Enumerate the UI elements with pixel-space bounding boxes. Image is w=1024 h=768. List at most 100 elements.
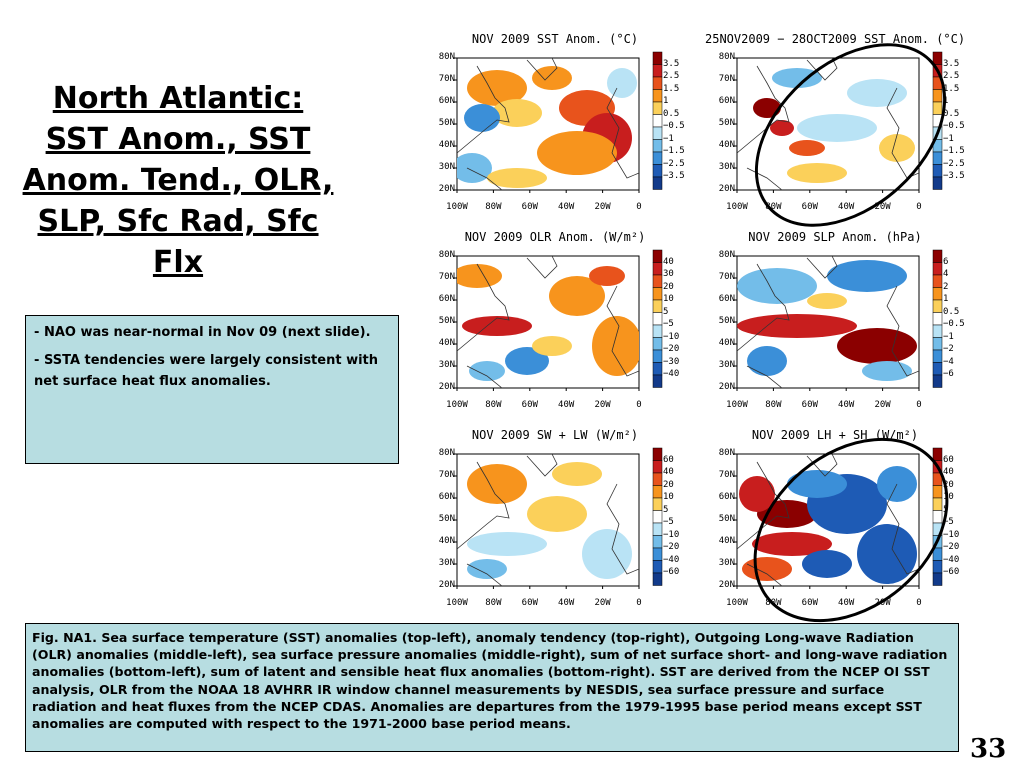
colorbar-swatch — [652, 510, 663, 524]
longitude-label: 0 — [636, 400, 642, 410]
colorbar-swatch — [652, 324, 663, 338]
map-canvas — [734, 249, 943, 391]
colorbar-label: −30 — [663, 356, 680, 367]
anomaly-region — [487, 168, 547, 188]
anomaly-region — [505, 347, 549, 375]
latitude-label: 50N — [438, 316, 455, 326]
colorbar-label: −1.5 — [663, 146, 685, 156]
longitude-label: 60W — [801, 400, 818, 410]
colorbar-swatch — [932, 447, 943, 461]
anomaly-region — [827, 260, 907, 292]
anomaly-region — [467, 70, 527, 106]
colorbar-label: −1.5 — [943, 146, 965, 156]
anomaly-region — [457, 153, 492, 183]
anomaly-region — [807, 293, 847, 309]
map-canvas — [454, 447, 663, 589]
colorbar-swatch — [652, 485, 663, 499]
latitude-label: 20N — [718, 184, 735, 194]
colorbar-swatch — [932, 274, 943, 288]
colorbar-label: −4 — [943, 356, 954, 367]
colorbar-label: −5 — [663, 319, 674, 329]
longitude-label: 100W — [726, 598, 748, 608]
latitude-label: 40N — [718, 338, 735, 348]
colorbar-label: −10 — [663, 529, 680, 540]
colorbar-label: −0.5 — [943, 319, 965, 329]
anomaly-region — [592, 316, 639, 376]
longitude-label: 100W — [446, 598, 468, 608]
colorbar-label: 40 — [943, 467, 954, 477]
colorbar-swatch — [652, 572, 663, 586]
colorbar-label: 60 — [663, 454, 674, 465]
colorbar-label: −10 — [943, 529, 960, 540]
colorbar-swatch — [652, 274, 663, 288]
anomaly-region — [469, 361, 505, 381]
colorbar-swatch — [932, 362, 943, 376]
latitude-label: 60N — [438, 96, 455, 106]
colorbar-label: −2 — [943, 344, 954, 354]
anomaly-region — [770, 120, 794, 136]
colorbar-label: 3.5 — [663, 58, 680, 69]
colorbar-label: 0.5 — [943, 108, 960, 119]
latitude-label: 40N — [438, 536, 455, 546]
anomaly-region — [582, 529, 632, 579]
bullet-ssta: - SSTA tendencies were largely consisten… — [34, 353, 379, 389]
latitude-label: 30N — [718, 558, 735, 568]
latitude-label: 80N — [718, 52, 735, 62]
map-canvas — [454, 51, 663, 193]
longitude-label: 0 — [636, 202, 642, 212]
colorbar-swatch — [932, 374, 943, 388]
latitude-label: 50N — [718, 118, 735, 128]
colorbar-label: −40 — [943, 554, 960, 565]
anomaly-region — [847, 79, 907, 107]
anomaly-region — [797, 114, 877, 142]
anomaly-region — [464, 104, 500, 132]
colorbar-label: 1 — [943, 294, 949, 304]
latitude-label: 50N — [718, 316, 735, 326]
colorbar-swatch — [932, 262, 943, 276]
longitude-label: 40W — [558, 202, 575, 212]
longitude-label: 80W — [765, 400, 782, 410]
anomaly-region — [527, 496, 587, 532]
map-title: NOV 2009 LH + SH (W/m²) — [751, 428, 919, 442]
colorbar-swatch — [932, 349, 943, 363]
colorbar-swatch — [652, 362, 663, 376]
latitude-label: 70N — [718, 272, 735, 282]
colorbar-label: −3.5 — [663, 171, 685, 181]
longitude-label: 20W — [594, 598, 611, 608]
latitude-label: 30N — [438, 360, 455, 370]
anomaly-region — [753, 98, 781, 118]
longitude-label: 40W — [838, 400, 855, 410]
colorbar-swatch — [932, 312, 943, 326]
latitude-label: 80N — [718, 250, 735, 260]
latitude-label: 60N — [718, 96, 735, 106]
latitude-label: 20N — [438, 184, 455, 194]
colorbar-label: 1 — [943, 96, 949, 106]
longitude-label: 60W — [801, 202, 818, 212]
colorbar-swatch — [652, 337, 663, 351]
anomaly-region — [789, 140, 825, 156]
colorbar-label: −40 — [663, 369, 680, 379]
latitude-label: 60N — [718, 492, 735, 502]
map-canvas — [454, 249, 663, 391]
colorbar-label: −60 — [943, 567, 960, 577]
colorbar-label: 1.5 — [663, 83, 680, 94]
latitude-label: 20N — [718, 580, 735, 590]
anomaly-region — [467, 559, 507, 579]
colorbar-swatch — [652, 249, 663, 263]
colorbar-label: −0.5 — [943, 121, 965, 131]
longitude-label: 100W — [726, 202, 748, 212]
map-sw-lw: NOV 2009 SW + LW (W/m²) 80N 70N 60N 50N 40N 30… — [425, 428, 715, 613]
longitude-label: 80W — [765, 598, 782, 608]
colorbar-label: −1 — [943, 133, 954, 144]
latitude-label: 20N — [438, 580, 455, 590]
latitude-label: 20N — [718, 382, 735, 392]
coastline — [737, 256, 919, 388]
colorbar-swatch — [652, 139, 663, 153]
longitude-label: 20W — [594, 400, 611, 410]
colorbar-label: 40 — [663, 467, 674, 477]
map-sst-tendency: 25NOV2009 − 28OCT2009 SST Anom. (°C) 80N 7… — [705, 32, 995, 217]
longitude-label: 100W — [446, 400, 468, 410]
colorbar-label: 2.5 — [663, 71, 680, 81]
colorbar-swatch — [932, 249, 943, 263]
colorbar-swatch — [652, 522, 663, 536]
